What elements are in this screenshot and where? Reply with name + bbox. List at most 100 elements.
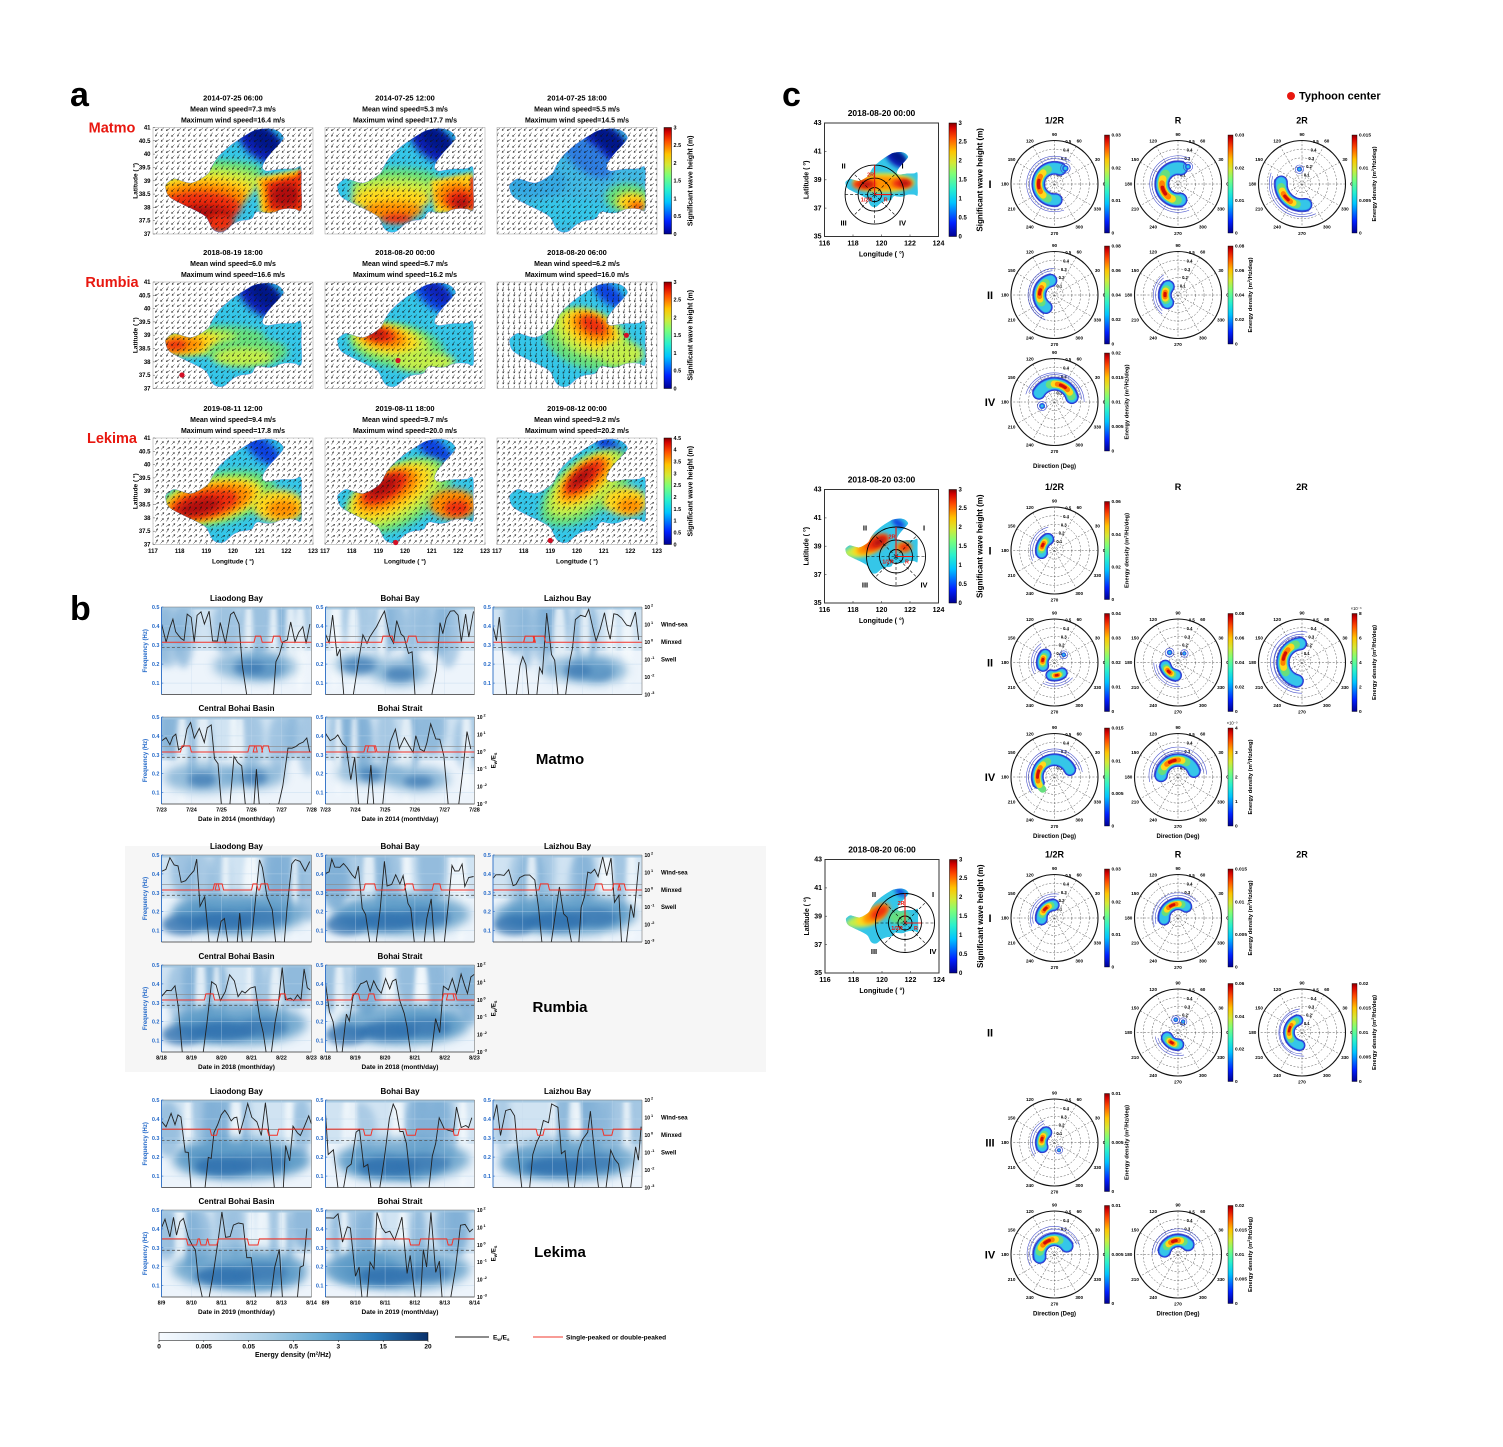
- svg-text:0: 0: [651, 1132, 653, 1136]
- svg-text:121: 121: [599, 549, 610, 555]
- svg-text:2: 2: [959, 895, 963, 901]
- svg-text:Date in 2019 (month/day): Date in 2019 (month/day): [198, 1309, 275, 1316]
- svg-text:120: 120: [1149, 1209, 1157, 1214]
- svg-text:0.3: 0.3: [483, 1136, 491, 1142]
- svg-text:0.1: 0.1: [152, 681, 160, 687]
- svg-text:0.02: 0.02: [1112, 317, 1122, 323]
- svg-text:0.5: 0.5: [1189, 1210, 1195, 1215]
- svg-text:60: 60: [1200, 250, 1206, 255]
- svg-text:Wind-sea: Wind-sea: [661, 623, 688, 629]
- svg-text:0.5: 0.5: [483, 605, 491, 611]
- svg-text:2018-08-20 00:00: 2018-08-20 00:00: [375, 248, 435, 257]
- svg-text:41: 41: [144, 436, 151, 442]
- svg-text:210: 210: [1008, 206, 1016, 211]
- svg-text:210: 210: [1131, 317, 1139, 322]
- svg-text:2018-08-20 06:00: 2018-08-20 06:00: [848, 845, 916, 855]
- svg-text:1: 1: [674, 519, 677, 525]
- svg-text:Bohai Bay: Bohai Bay: [380, 594, 420, 603]
- svg-text:0.3: 0.3: [483, 891, 491, 897]
- svg-text:39: 39: [814, 544, 822, 551]
- svg-text:7/25: 7/25: [216, 808, 227, 814]
- svg-text:Frequency (Hz): Frequency (Hz): [143, 987, 149, 1030]
- svg-text:0.3: 0.3: [316, 1001, 324, 1007]
- svg-text:I: I: [923, 524, 925, 533]
- svg-text:8/10: 8/10: [186, 1301, 197, 1307]
- svg-text:0.2: 0.2: [1306, 164, 1312, 169]
- svg-text:0.5: 0.5: [483, 853, 491, 859]
- svg-text:0.1: 0.1: [483, 681, 491, 687]
- svg-text:Bohai Strait: Bohai Strait: [378, 704, 423, 713]
- svg-text:Mean wind speed=9.4 m/s: Mean wind speed=9.4 m/s: [190, 417, 276, 424]
- svg-text:Bohai Strait: Bohai Strait: [378, 1197, 423, 1206]
- svg-text:300: 300: [1199, 336, 1207, 341]
- svg-text:Matmo: Matmo: [536, 751, 584, 768]
- svg-text:10: 10: [645, 1098, 651, 1104]
- svg-text:180: 180: [1001, 1140, 1009, 1145]
- svg-text:2018-08-20 03:00: 2018-08-20 03:00: [848, 475, 916, 485]
- svg-text:8: 8: [1359, 611, 1362, 617]
- svg-text:Central Bohai Basin: Central Bohai Basin: [198, 704, 274, 713]
- svg-text:330: 330: [1094, 317, 1102, 322]
- svg-text:0.02: 0.02: [1112, 351, 1122, 357]
- svg-text:30: 30: [1342, 157, 1348, 162]
- svg-text:0.02: 0.02: [1235, 1203, 1245, 1209]
- svg-text:II: II: [842, 162, 846, 171]
- svg-text:8/19: 8/19: [350, 1056, 361, 1062]
- svg-text:0: 0: [1359, 709, 1362, 715]
- svg-text:120: 120: [1273, 617, 1281, 622]
- svg-text:180: 180: [1001, 400, 1009, 405]
- svg-text:180: 180: [1001, 916, 1009, 921]
- svg-text:0: 0: [1359, 231, 1362, 237]
- svg-text:60: 60: [1200, 987, 1206, 992]
- svg-text:2: 2: [674, 161, 677, 167]
- svg-text:Single-peaked or double-peaked: Single-peaked or double-peaked: [566, 1335, 666, 1342]
- svg-text:3: 3: [674, 280, 677, 286]
- svg-text:150: 150: [1008, 635, 1016, 640]
- svg-text:0: 0: [484, 748, 486, 752]
- svg-text:2: 2: [651, 1097, 653, 1101]
- svg-text:-3: -3: [484, 801, 487, 805]
- svg-text:I: I: [988, 913, 991, 925]
- svg-text:120: 120: [1273, 139, 1281, 144]
- svg-text:0: 0: [484, 996, 486, 1000]
- svg-text:-3: -3: [484, 1294, 487, 1298]
- svg-text:1.5: 1.5: [674, 333, 682, 339]
- svg-text:330: 330: [1217, 940, 1225, 945]
- svg-text:30: 30: [1218, 891, 1224, 896]
- svg-text:7/26: 7/26: [246, 808, 257, 814]
- svg-text:-1: -1: [484, 766, 487, 770]
- svg-text:240: 240: [1149, 818, 1157, 823]
- svg-text:39.5: 39.5: [139, 165, 151, 171]
- svg-text:0: 0: [674, 386, 677, 392]
- svg-text:Frequency (Hz): Frequency (Hz): [143, 629, 149, 672]
- svg-text:0.1: 0.1: [316, 929, 324, 935]
- svg-text:122: 122: [625, 549, 636, 555]
- svg-text:0: 0: [1112, 1189, 1115, 1195]
- svg-text:0.5: 0.5: [152, 715, 160, 721]
- svg-text:7/28: 7/28: [306, 808, 317, 814]
- svg-text:0.005: 0.005: [1359, 198, 1371, 204]
- svg-text:38.5: 38.5: [139, 192, 151, 198]
- svg-text:0: 0: [1226, 1030, 1229, 1035]
- svg-text:0.01: 0.01: [1112, 400, 1122, 406]
- svg-text:90: 90: [1052, 866, 1058, 871]
- svg-text:0.5: 0.5: [483, 1098, 491, 1104]
- svg-text:0.1: 0.1: [1304, 1021, 1310, 1026]
- svg-text:Swell: Swell: [661, 905, 677, 911]
- svg-text:60: 60: [1077, 505, 1083, 510]
- svg-text:b: b: [70, 590, 91, 628]
- svg-text:10: 10: [477, 1015, 483, 1021]
- svg-text:118: 118: [847, 607, 858, 614]
- svg-text:120: 120: [1026, 873, 1034, 878]
- svg-text:240: 240: [1026, 959, 1034, 964]
- svg-text:0.3: 0.3: [152, 753, 160, 759]
- svg-text:Energy density (m2/Hz/deg): Energy density (m2/Hz/deg): [1123, 1105, 1131, 1180]
- svg-text:270: 270: [1174, 824, 1182, 829]
- svg-text:-1: -1: [484, 1014, 487, 1018]
- svg-text:30: 30: [1095, 375, 1101, 380]
- svg-text:Significant wave height (m): Significant wave height (m): [976, 494, 985, 598]
- svg-text:Date in 2014 (month/day): Date in 2014 (month/day): [362, 816, 439, 823]
- svg-text:2R: 2R: [1296, 850, 1308, 860]
- svg-text:10: 10: [477, 732, 483, 738]
- svg-text:117: 117: [320, 549, 330, 555]
